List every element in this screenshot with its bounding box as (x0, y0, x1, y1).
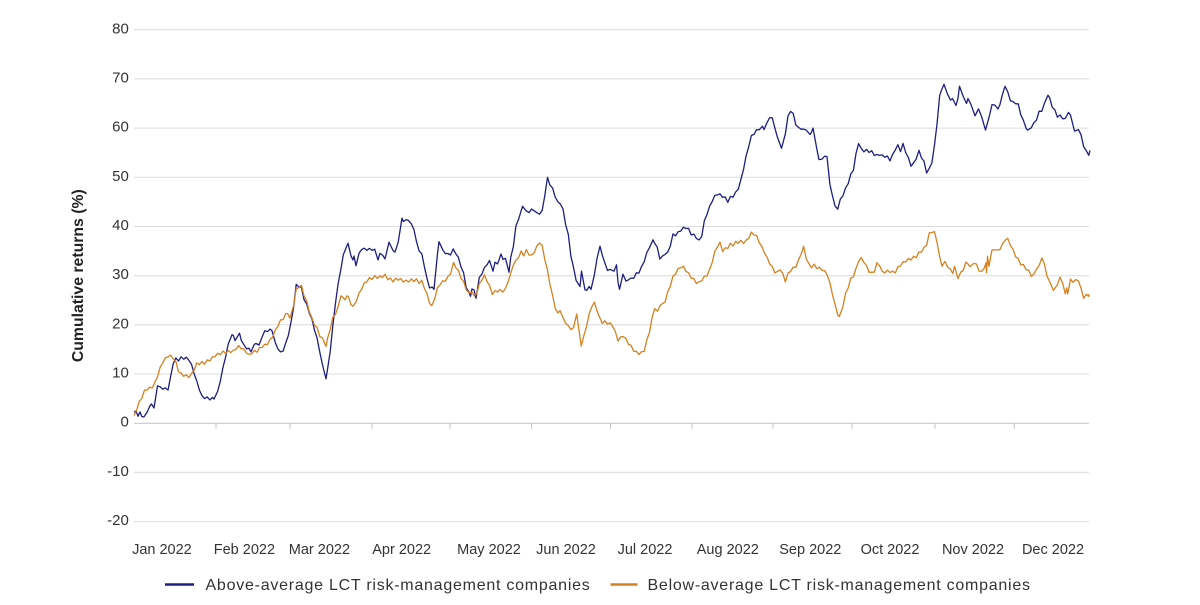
svg-text:10: 10 (112, 365, 129, 382)
svg-text:40: 40 (112, 217, 129, 234)
svg-text:Jan 2022: Jan 2022 (132, 542, 192, 558)
svg-text:Oct 2022: Oct 2022 (861, 542, 920, 558)
svg-text:Below-average LCT risk-managem: Below-average LCT risk-management compan… (648, 577, 1031, 594)
svg-text:Jun 2022: Jun 2022 (536, 542, 596, 558)
svg-text:Jul 2022: Jul 2022 (618, 542, 673, 558)
svg-text:Feb 2022: Feb 2022 (214, 542, 275, 558)
svg-text:80: 80 (112, 20, 129, 37)
svg-text:Sep 2022: Sep 2022 (779, 542, 841, 558)
svg-text:60: 60 (112, 119, 129, 136)
svg-text:Apr 2022: Apr 2022 (372, 542, 431, 558)
svg-text:70: 70 (112, 69, 129, 86)
svg-text:Dec 2022: Dec 2022 (1022, 542, 1084, 558)
svg-text:0: 0 (120, 414, 128, 431)
svg-text:20: 20 (112, 315, 129, 332)
svg-text:Nov 2022: Nov 2022 (942, 542, 1004, 558)
svg-text:-10: -10 (107, 463, 129, 480)
svg-text:50: 50 (112, 168, 129, 185)
svg-text:Above-average LCT risk-managem: Above-average LCT risk-management compan… (206, 577, 591, 594)
svg-text:-20: -20 (107, 512, 129, 529)
svg-text:May 2022: May 2022 (457, 542, 521, 558)
svg-text:Cumulative returns (%): Cumulative returns (%) (70, 189, 87, 362)
svg-text:30: 30 (112, 266, 129, 283)
svg-text:Mar 2022: Mar 2022 (289, 542, 350, 558)
svg-text:Aug 2022: Aug 2022 (697, 542, 759, 558)
